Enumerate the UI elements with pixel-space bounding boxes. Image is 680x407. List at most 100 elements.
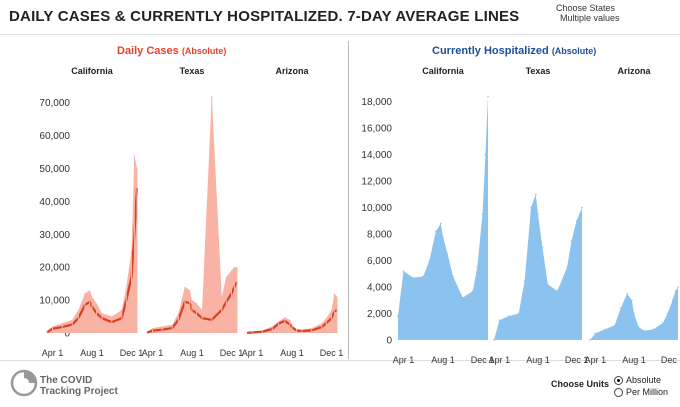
hospitalized-point — [452, 275, 454, 278]
hospitalized-point — [484, 153, 487, 156]
y-tick-label: 0 — [64, 329, 70, 340]
cases-title-unit: (Absolute) — [181, 46, 227, 56]
y-tick-label: 50,000 — [39, 164, 70, 175]
average-area — [147, 281, 237, 333]
hospitalized-point — [530, 206, 532, 209]
hospitalized-point — [439, 222, 442, 225]
x-tick-label: Dec 1 — [471, 355, 495, 365]
hospitalized-point — [422, 275, 425, 278]
x-tick-label: Aug 1 — [526, 355, 550, 365]
y-tick-label: 0 — [386, 336, 392, 347]
y-tick-label: 16,000 — [361, 124, 392, 135]
hospitalized-point — [652, 328, 655, 331]
y-tick-label: 70,000 — [39, 98, 70, 109]
hospitalized-point — [537, 213, 539, 215]
hospitalized-point — [493, 339, 495, 341]
x-tick-label: Aug 1 — [180, 348, 204, 358]
cases-title-text: Daily Cases — [117, 45, 179, 57]
seven-day-average-line — [146, 281, 238, 334]
units-radio-per-million[interactable]: Per Million — [614, 387, 668, 397]
y-tick-label: 10,000 — [39, 296, 70, 307]
footer-divider — [0, 360, 680, 361]
hospitalized-point — [435, 230, 437, 233]
units-option-absolute[interactable]: Absolute — [626, 375, 662, 385]
hospitalized-point — [547, 283, 549, 286]
hospitalized-point — [662, 321, 664, 324]
y-tick-label: 20,000 — [39, 263, 70, 274]
hosp-panel-title: Currently Hospitalized (Absolute) — [432, 45, 596, 57]
x-tick-label: Dec 1 — [661, 355, 680, 365]
hospitalized-point — [643, 329, 645, 332]
hospitalized-point — [677, 286, 679, 288]
logo-line-1: The COVID — [40, 375, 93, 386]
y-tick-label: 8,000 — [367, 230, 392, 241]
hospitalized-point — [481, 213, 484, 215]
hospitalized-area — [494, 194, 582, 340]
hospitalized-point — [666, 312, 669, 315]
x-tick-label: Apr 1 — [393, 355, 415, 365]
logo-text: The COVID Tracking Project — [40, 375, 118, 397]
units-radio-absolute[interactable]: Absolute — [614, 375, 661, 385]
hospitalized-point — [566, 266, 568, 268]
hospitalized-point — [578, 213, 581, 215]
hospitalized-point — [556, 290, 559, 292]
x-tick-label: Dec 1 — [565, 355, 589, 365]
state-label: Arizona — [275, 66, 309, 76]
hospitalized-point — [508, 315, 510, 317]
hospitalized-point — [428, 259, 431, 262]
units-option-per-million[interactable]: Per Million — [626, 387, 669, 397]
x-tick-label: Dec 1 — [120, 348, 144, 358]
hospitalized-point — [476, 266, 479, 268]
hospitalized-point — [671, 299, 674, 302]
average-area — [47, 188, 137, 333]
x-tick-label: Aug 1 — [80, 348, 104, 358]
hospitalized-point — [471, 290, 474, 292]
page-title: DAILY CASES & CURRENTLY HOSPITALIZED. 7-… — [9, 8, 520, 25]
radio-selected-icon[interactable] — [614, 375, 623, 385]
radio-unselected-icon[interactable] — [614, 387, 623, 397]
x-tick-label: Aug 1 — [622, 355, 646, 365]
state-filter-value[interactable]: Multiple values — [560, 13, 620, 23]
cases-panel-title: Daily Cases (Absolute) — [117, 45, 226, 57]
hospitalized-point — [575, 220, 578, 222]
x-tick-label: Dec 1 — [220, 348, 244, 358]
y-tick-label: 6,000 — [367, 256, 392, 267]
hospitalized-point — [570, 239, 573, 242]
y-tick-label: 30,000 — [39, 230, 70, 241]
x-tick-label: Apr 1 — [242, 348, 264, 358]
hospitalized-point — [589, 339, 591, 341]
hospitalized-point — [626, 292, 628, 295]
units-label: Choose Units — [551, 379, 610, 389]
hospitalized-point — [487, 95, 489, 98]
hospitalized-point — [461, 296, 464, 299]
x-tick-label: Apr 1 — [585, 355, 607, 365]
hospitalized-point — [619, 307, 622, 310]
y-tick-label: 10,000 — [361, 203, 392, 214]
state-filter-label[interactable]: Choose States — [556, 3, 616, 13]
hospitalized-point — [446, 253, 449, 255]
y-tick-label: 18,000 — [361, 97, 392, 108]
hosp-title-text: Currently Hospitalized — [432, 45, 549, 57]
y-tick-label: 60,000 — [39, 131, 70, 142]
x-tick-label: Apr 1 — [42, 348, 64, 358]
hospitalized-point — [517, 312, 520, 315]
x-tick-label: Aug 1 — [431, 355, 455, 365]
hospitalized-point — [637, 325, 640, 328]
hospitalized-point — [630, 299, 633, 302]
logo-line-2: Tracking Project — [40, 386, 118, 397]
hospitalized-point — [674, 290, 677, 292]
hospitalized-point — [397, 315, 399, 317]
panel-divider — [348, 41, 349, 359]
seven-day-average-line — [246, 309, 338, 334]
hospitalized-point — [633, 312, 635, 315]
hospitalized-point — [541, 246, 544, 249]
y-tick-label: 4,000 — [367, 283, 392, 294]
hospitalized-area — [398, 96, 488, 340]
hospitalized-point — [613, 324, 616, 327]
hospitalized-point — [594, 332, 597, 335]
hospitalized-point — [534, 193, 537, 196]
x-tick-label: Dec 1 — [320, 348, 344, 358]
state-filter[interactable]: Choose States Multiple values — [556, 3, 620, 23]
hospitalized-point — [604, 328, 606, 331]
